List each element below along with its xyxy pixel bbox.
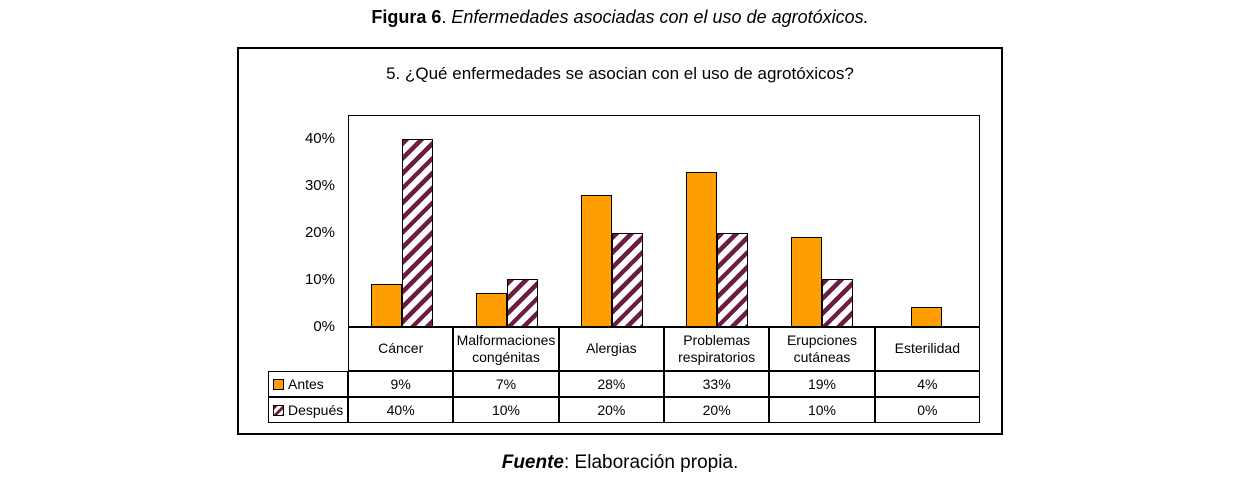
source-caption-text: : Elaboración propia. (564, 452, 739, 473)
bar-hatch (401, 139, 433, 326)
bar-solid (790, 237, 822, 326)
figure-caption: Figura 6. Enfermedades asociadas con el … (0, 7, 1240, 28)
category-label: Problemas respiratorios (664, 327, 770, 371)
bar-solid (370, 284, 402, 326)
category-label: Esterilidad (874, 327, 980, 371)
legend-key-hatch-icon (273, 404, 284, 416)
y-tick-label: 30% (304, 176, 335, 194)
figure-caption-separator: . (441, 7, 452, 27)
category-header-row: Cáncer Malformaciones congénitas Alergias P… (348, 327, 980, 371)
source-caption: Fuente: Elaboración propia. (0, 452, 1240, 474)
category-label: Malformaciones congénitas (453, 327, 559, 371)
value-cell: 10% (769, 397, 875, 423)
value-cell: 20% (664, 397, 770, 423)
bar-solid (580, 195, 612, 326)
category-slot (349, 116, 454, 326)
y-tick-label: 0% (313, 318, 335, 335)
y-axis-ticks: 0% 10% 20% 30% 40% (257, 115, 341, 335)
y-tick-label: 10% (304, 270, 335, 288)
category-label: Erupciones cutáneas (769, 327, 875, 371)
category-slot (874, 116, 979, 326)
series-name: Después (288, 402, 344, 418)
category-label: Cáncer (348, 327, 454, 371)
figure-caption-title: Enfermedades asociadas con el uso de agr… (451, 7, 869, 27)
value-cell: 10% (453, 397, 559, 423)
category-slot (664, 116, 769, 326)
legend-cell: Después (268, 397, 348, 423)
bar-hatch (821, 279, 853, 326)
legend-key-solid-icon (273, 378, 284, 390)
value-cell: 0% (874, 397, 980, 423)
category-slot (454, 116, 559, 326)
plot-area (348, 115, 980, 327)
value-cell: 33% (664, 371, 770, 397)
data-table: Antes 9% 7% 28% 33% 19% 4% Después 40% 10% 20% 20% 1… (268, 371, 980, 423)
value-cell: 7% (453, 371, 559, 397)
bar-hatch (506, 279, 538, 326)
bar-hatch (716, 232, 748, 326)
legend-cell: Antes (268, 371, 348, 397)
value-cell: 4% (874, 371, 980, 397)
category-slot (769, 116, 874, 326)
figure-caption-label: Figura 6 (371, 7, 442, 27)
value-cell: 20% (558, 397, 664, 423)
source-caption-label: Fuente (501, 452, 564, 473)
chart-outer-box: 5. ¿Qué enfermedades se asocian con el u… (237, 47, 1003, 435)
value-cell: 19% (769, 371, 875, 397)
y-tick-label: 40% (304, 129, 335, 147)
value-cell: 28% (558, 371, 664, 397)
category-slot (559, 116, 664, 326)
chart-title: 5. ¿Qué enfermedades se asocian con el u… (386, 64, 854, 83)
value-cell: 40% (348, 397, 454, 423)
series-name: Antes (288, 376, 324, 392)
bar-solid (475, 293, 507, 326)
bar-solid (911, 307, 942, 326)
value-cell: 9% (348, 371, 454, 397)
y-tick-label: 20% (304, 223, 335, 241)
category-label: Alergias (558, 327, 664, 371)
bar-hatch (611, 232, 643, 326)
bar-solid (685, 172, 717, 326)
